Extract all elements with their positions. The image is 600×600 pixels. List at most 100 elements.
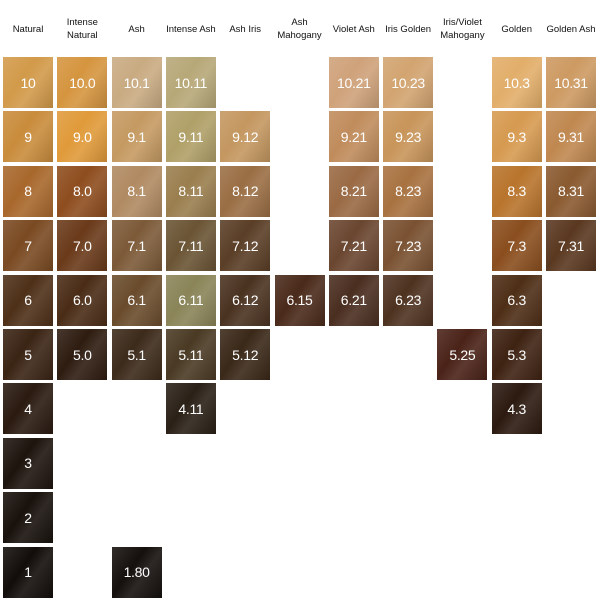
color-swatch: 1 [3, 546, 53, 598]
swatch-label: 9.12 [232, 128, 259, 145]
swatch-label: 7 [24, 237, 32, 254]
color-swatch: 9.23 [383, 111, 434, 163]
swatch-label: 7.3 [507, 237, 526, 254]
swatch-label: 8.21 [340, 183, 367, 200]
swatch-label: 7.12 [232, 237, 259, 254]
color-swatch: 7.11 [165, 220, 216, 272]
color-swatch: 7.1 [111, 220, 162, 272]
color-swatch: 9.12 [220, 111, 271, 163]
swatch-label: 9.11 [178, 128, 204, 145]
swatch-label: 9.21 [340, 128, 367, 145]
swatch-label: 4 [24, 400, 32, 417]
color-swatch: 5.25 [437, 329, 488, 380]
color-swatch: 8.11 [165, 165, 216, 217]
color-swatch: 8.23 [383, 165, 434, 217]
swatch-label: 5.0 [73, 346, 92, 363]
color-swatch: 8.21 [328, 165, 379, 217]
column-header: Intense Natural [66, 17, 98, 41]
color-swatch: 8.3 [491, 165, 542, 217]
swatch-label: 7.1 [127, 237, 146, 254]
swatch-label: 6.12 [232, 292, 259, 309]
swatch-label: 10.3 [503, 74, 530, 91]
color-swatch: 7.12 [220, 220, 271, 272]
column-header: Intense Ash [166, 23, 216, 35]
swatch-label: 6.11 [178, 292, 204, 309]
color-swatch: 3 [3, 437, 53, 489]
color-swatch: 6 [3, 274, 53, 326]
swatch-label: 6.23 [395, 292, 422, 309]
swatch-label: 5.25 [449, 346, 476, 363]
swatch-label: 10.31 [554, 74, 588, 91]
swatch-label: 9.31 [557, 128, 585, 145]
color-swatch: 2 [3, 492, 53, 544]
swatch-label: 6.1 [127, 292, 146, 309]
swatch-label: 6.0 [73, 292, 92, 309]
swatch-label: 7.11 [178, 237, 204, 254]
swatch-label: 7.31 [557, 237, 585, 254]
swatch-label: 9.3 [507, 128, 526, 145]
swatch-label: 10 [20, 74, 36, 91]
swatch-label: 9 [24, 128, 32, 145]
swatch-label: 9.23 [395, 128, 422, 145]
color-swatch: 6.3 [491, 274, 542, 326]
color-swatch: 4 [3, 383, 53, 435]
color-swatch: 6.23 [383, 274, 434, 326]
color-swatch: 7.0 [57, 220, 108, 272]
swatch-label: 4.11 [178, 400, 204, 417]
swatch-label: 7.23 [395, 237, 422, 254]
color-swatch: 9.1 [111, 111, 162, 163]
swatch-label: 5.3 [507, 346, 526, 363]
column-header: Violet Ash [332, 23, 375, 35]
swatch-label: 10.23 [391, 74, 425, 91]
column-header: Golden Ash [546, 23, 596, 35]
color-swatch: 10.21 [328, 57, 379, 108]
color-swatch: 6.15 [274, 274, 325, 326]
color-swatch: 5.3 [491, 329, 542, 380]
color-swatch: 6.1 [111, 274, 162, 326]
color-swatch: 10.0 [57, 57, 108, 108]
color-swatch: 8.31 [546, 165, 596, 217]
swatch-label: 8.23 [395, 183, 422, 200]
color-swatch: 6.11 [165, 274, 216, 326]
column-header: Iris Golden [385, 23, 432, 35]
swatch-label: 4.3 [507, 400, 526, 417]
swatch-label: 8.11 [178, 183, 204, 200]
color-swatch: 9.31 [546, 111, 596, 163]
column-header: Ash [128, 23, 145, 35]
color-swatch: 10.31 [546, 57, 596, 108]
column-header: Ash Mahogany [277, 17, 322, 41]
swatch-label: 8.3 [507, 183, 526, 200]
swatch-label: 5.12 [232, 346, 259, 363]
swatch-label: 6.3 [507, 292, 526, 309]
column-header: Natural [12, 23, 44, 35]
swatch-label: 8.12 [232, 183, 259, 200]
color-swatch: 6.0 [57, 274, 108, 326]
swatch-label: 8 [24, 183, 32, 200]
color-swatch: 7.3 [491, 220, 542, 272]
swatch-label: 9.1 [127, 128, 146, 145]
color-swatch: 9.11 [165, 111, 216, 163]
color-swatch: 6.12 [220, 274, 271, 326]
color-swatch: 7.21 [328, 220, 379, 272]
swatch-label: 9.0 [73, 128, 92, 145]
swatch-label: 1.80 [123, 564, 150, 581]
swatch-label: 5 [24, 346, 32, 363]
color-swatch: 8.1 [111, 165, 162, 217]
color-swatch: 9.3 [491, 111, 542, 163]
color-swatch: 10.11 [165, 57, 216, 108]
color-swatch: 10 [3, 57, 53, 108]
color-swatch: 8 [3, 165, 53, 217]
color-swatch: 9.21 [328, 111, 379, 163]
column-header: Ash Iris [229, 23, 262, 35]
column-header: Iris/Violet Mahogany [440, 17, 485, 41]
color-swatch: 8.12 [220, 165, 271, 217]
color-swatch: 5.12 [220, 329, 271, 380]
swatch-label: 2 [24, 509, 32, 526]
color-swatch: 7.31 [546, 220, 596, 272]
swatch-label: 10.11 [174, 74, 208, 91]
swatch-label: 10.1 [123, 74, 150, 91]
swatch-label: 8.31 [557, 183, 585, 200]
swatch-label: 7.21 [340, 237, 367, 254]
swatch-label: 10.0 [69, 74, 96, 91]
